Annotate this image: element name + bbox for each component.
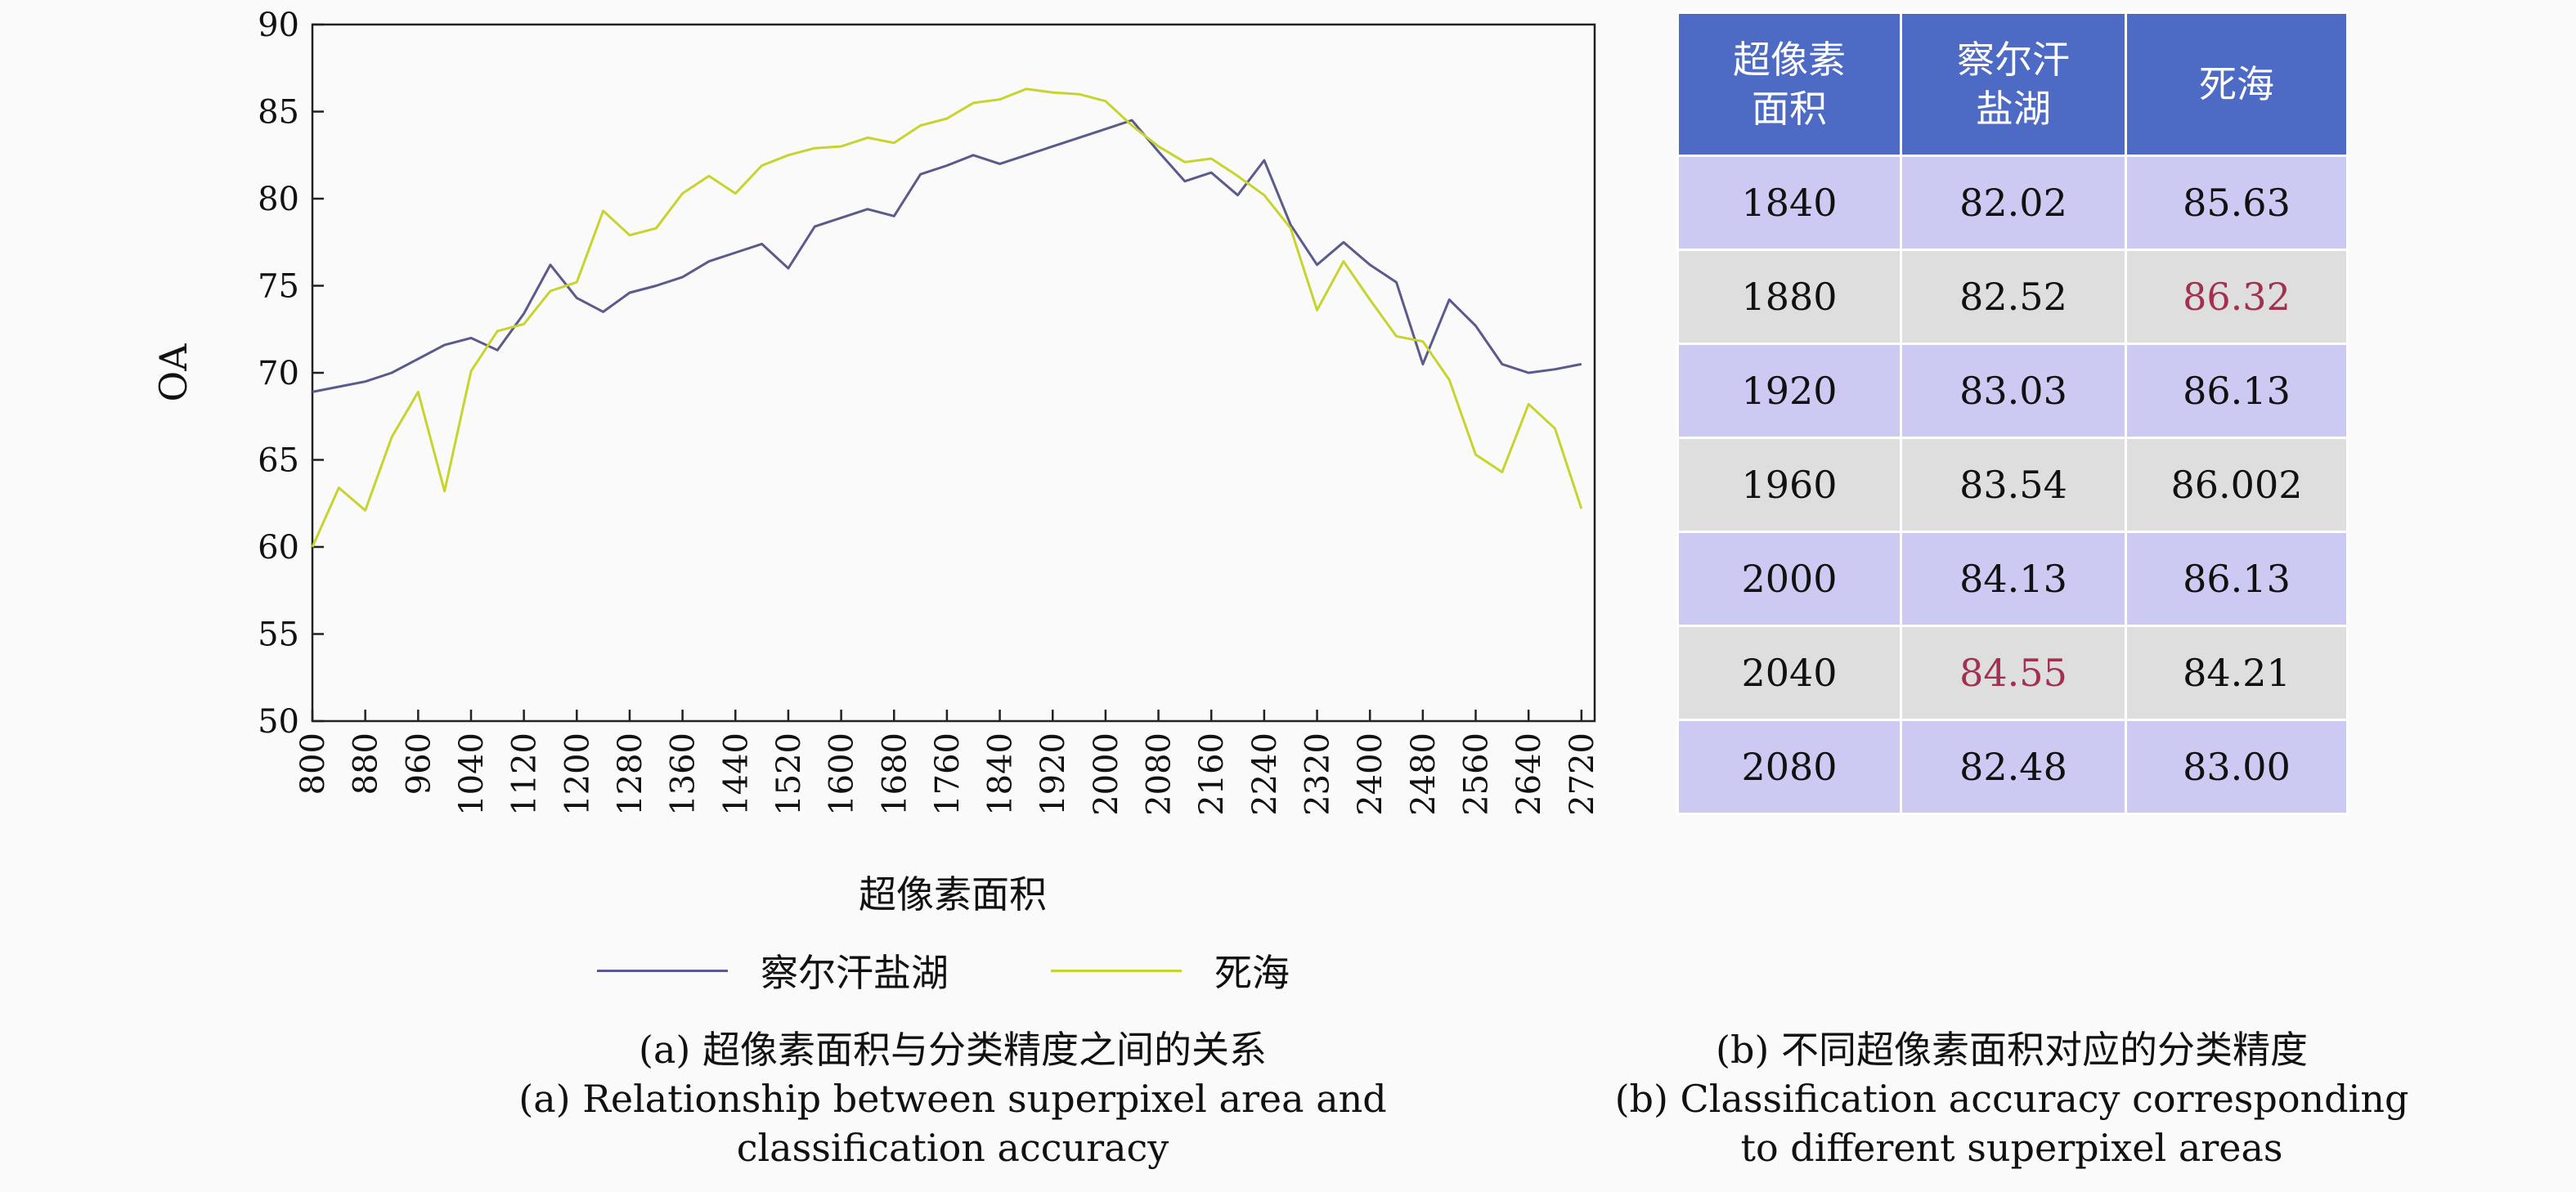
legend-item-chaerhan: 察尔汗盐湖 — [597, 942, 949, 999]
plot-frame — [311, 23, 1596, 723]
header-area-line1: 超像素 — [1733, 38, 1846, 82]
cell-deadsea: 86.13 — [2125, 343, 2349, 439]
cell-deadsea: 86.13 — [2125, 531, 2349, 627]
cell-chaerhan: 84.55 — [1900, 625, 2127, 721]
y-tick-label: 75 — [258, 268, 299, 306]
x-tick-label: 2240 — [1246, 733, 1284, 816]
x-tick-label: 800 — [294, 733, 332, 795]
cell-area: 1960 — [1676, 437, 1902, 533]
cell-chaerhan: 84.13 — [1900, 531, 2127, 627]
header-chaerhan-line1: 察尔汗 — [1957, 38, 2070, 82]
x-axis-title: 超像素面积 — [859, 872, 1047, 916]
cell-chaerhan: 82.52 — [1900, 249, 2127, 345]
caption-a: (a) 超像素面积与分类精度之间的关系 (a) Relationship bet… — [343, 1025, 1562, 1172]
x-tick-label: 1200 — [559, 733, 596, 816]
chart-legend: 察尔汗盐湖 死海 — [572, 942, 1374, 999]
legend-item-deadsea: 死海 — [1051, 942, 1290, 999]
x-tick-label: 2320 — [1299, 733, 1337, 816]
cell-deadsea: 86.32 — [2125, 249, 2349, 345]
header-area: 超像素 面积 — [1676, 11, 1902, 157]
y-tick-label: 80 — [258, 181, 299, 218]
table-row: 1920 83.03 86.13 — [1676, 343, 2349, 439]
x-tick-label: 960 — [400, 733, 438, 795]
table-row: 1960 83.54 86.002 — [1676, 437, 2349, 533]
x-tick-label: 2160 — [1193, 733, 1231, 816]
table-row: 2080 82.48 83.00 — [1676, 719, 2349, 815]
x-tick-label: 1840 — [982, 733, 1020, 816]
x-tick-label: 1600 — [824, 733, 861, 816]
y-tick-label: 85 — [258, 94, 299, 132]
header-deadsea: 死海 — [2125, 11, 2349, 157]
x-tick-label: 2400 — [1352, 733, 1389, 816]
header-chaerhan: 察尔汗 盐湖 — [1900, 11, 2127, 157]
x-tick-label: 1280 — [612, 733, 649, 816]
y-tick-label: 50 — [258, 703, 299, 741]
caption-b-english-line2: to different superpixel areas — [1740, 1126, 2283, 1170]
caption-b: (b) 不同超像素面积对应的分类精度 (b) Classification ac… — [1578, 1025, 2445, 1172]
legend-label-chaerhan: 察尔汗盐湖 — [761, 951, 949, 995]
caption-b-chinese: (b) 不同超像素面积对应的分类精度 — [1716, 1028, 2308, 1072]
cell-area: 2000 — [1676, 531, 1902, 627]
line-chart: 50 55 60 65 70 75 80 85 90 800 880 960 1040 1120 1200… — [151, 7, 1601, 916]
table-body: 1840 82.02 85.63 1880 82.52 86.32 1920 8… — [1676, 155, 2349, 815]
table-row: 2040 84.55 84.21 — [1676, 625, 2349, 721]
x-tick-label: 2560 — [1458, 733, 1496, 816]
header-area-line2: 面积 — [1752, 87, 1827, 131]
accuracy-table-wrap: 超像素 面积 察尔汗 盐湖 死海 1840 82.02 85.63 1880 8… — [1676, 11, 2349, 815]
series-line-deadsea — [311, 87, 1583, 548]
accuracy-table: 超像素 面积 察尔汗 盐湖 死海 1840 82.02 85.63 1880 8… — [1676, 11, 2349, 815]
y-tick-label: 60 — [258, 529, 299, 567]
y-axis: 50 55 60 65 70 75 80 85 90 — [258, 7, 324, 741]
x-tick-label: 880 — [348, 733, 385, 795]
x-tick-label: 1040 — [453, 733, 491, 816]
cell-area: 2040 — [1676, 625, 1902, 721]
y-tick-label: 65 — [258, 442, 299, 480]
cell-deadsea: 83.00 — [2125, 719, 2349, 815]
table-row: 2000 84.13 86.13 — [1676, 531, 2349, 627]
legend-swatch-deadsea — [1051, 969, 1182, 972]
cell-area: 1840 — [1676, 155, 1902, 251]
x-tick-label: 1680 — [876, 733, 913, 816]
caption-b-english-line1: (b) Classification accuracy correspondin… — [1614, 1077, 2409, 1121]
cell-deadsea: 86.002 — [2125, 437, 2349, 533]
cell-deadsea: 84.21 — [2125, 625, 2349, 721]
x-tick-label: 1520 — [770, 733, 808, 816]
legend-swatch-chaerhan — [597, 969, 728, 972]
caption-a-chinese: (a) 超像素面积与分类精度之间的关系 — [639, 1028, 1267, 1072]
cell-area: 2080 — [1676, 719, 1902, 815]
y-tick-label: 55 — [258, 616, 299, 654]
caption-a-english-line2: classification accuracy — [736, 1126, 1169, 1170]
x-tick-label: 1760 — [929, 733, 967, 816]
x-tick-label: 1920 — [1034, 733, 1072, 816]
cell-area: 1920 — [1676, 343, 1902, 439]
x-tick-label: 2480 — [1405, 733, 1443, 816]
cell-chaerhan: 82.02 — [1900, 155, 2127, 251]
caption-a-english-line1: (a) Relationship between superpixel area… — [518, 1077, 1387, 1121]
x-tick-label: 1360 — [665, 733, 702, 816]
cell-chaerhan: 83.03 — [1900, 343, 2127, 439]
x-tick-label: 2720 — [1564, 733, 1601, 816]
cell-chaerhan: 82.48 — [1900, 719, 2127, 815]
x-tick-label: 2000 — [1088, 733, 1125, 816]
cell-deadsea: 85.63 — [2125, 155, 2349, 251]
series-lines — [311, 87, 1583, 548]
x-tick-label: 2080 — [1141, 733, 1178, 816]
x-tick-label: 1440 — [717, 733, 755, 816]
y-tick-label: 70 — [258, 355, 299, 392]
x-axis: 800 880 960 1040 1120 1200 1280 1360 1440 1520 160… — [294, 710, 1601, 816]
table-header-row: 超像素 面积 察尔汗 盐湖 死海 — [1676, 11, 2349, 157]
y-axis-title: OA — [151, 343, 195, 402]
table-row: 1840 82.02 85.63 — [1676, 155, 2349, 251]
series-line-chaerhan — [312, 119, 1582, 393]
y-tick-label: 90 — [258, 7, 299, 44]
header-chaerhan-line2: 盐湖 — [1976, 87, 2051, 131]
table-row: 1880 82.52 86.32 — [1676, 249, 2349, 345]
legend-label-deadsea: 死海 — [1214, 951, 1290, 995]
x-tick-label: 1120 — [506, 733, 544, 816]
cell-chaerhan: 83.54 — [1900, 437, 2127, 533]
x-tick-label: 2640 — [1510, 733, 1548, 816]
cell-area: 1880 — [1676, 249, 1902, 345]
